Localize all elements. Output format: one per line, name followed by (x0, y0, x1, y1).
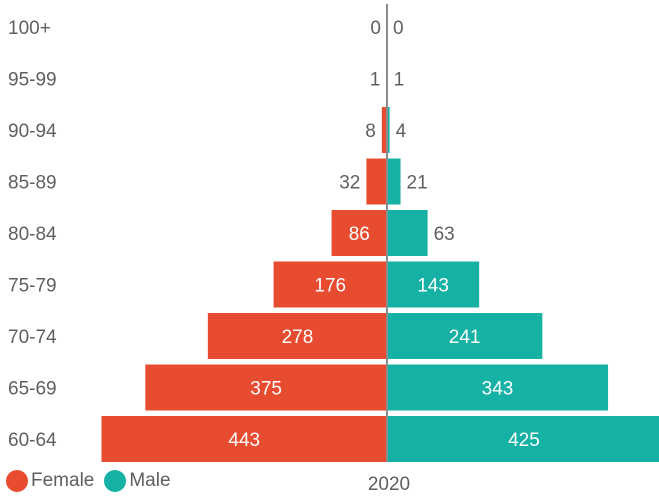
female-value-label: 32 (339, 173, 360, 194)
female-bar[interactable] (207, 313, 387, 359)
female-bar[interactable] (101, 416, 387, 462)
male-bar[interactable] (387, 416, 659, 462)
female-bar[interactable] (145, 364, 387, 411)
age-group-label: 100+ (8, 18, 51, 39)
value-labels: 0 0 1 1 8 4 32 21 86 63 176 143 278 241 375 343 443 425 (228, 18, 539, 451)
male-value-label: 63 (434, 224, 455, 245)
male-value-label: 0 (393, 18, 404, 39)
age-group-label: 70-74 (8, 327, 57, 348)
female-bar[interactable] (273, 261, 387, 308)
male-value-label: 425 (508, 430, 540, 451)
female-value-label: 8 (365, 121, 376, 142)
male-value-label: 241 (449, 327, 481, 348)
female-bar[interactable] (331, 210, 387, 256)
male-bar[interactable] (387, 364, 609, 411)
legend-label-female: Female (31, 470, 95, 491)
male-value-label: 21 (407, 173, 428, 194)
age-group-label: 95-99 (8, 70, 57, 91)
female-value-label: 0 (370, 18, 381, 39)
age-group-label: 65-69 (8, 379, 57, 400)
female-value-label: 278 (282, 327, 314, 348)
male-value-label: 4 (396, 121, 407, 142)
male-bar[interactable] (387, 261, 480, 308)
female-value-label: 375 (250, 379, 282, 400)
male-value-label: 1 (394, 70, 405, 91)
female-swatch-icon (6, 470, 28, 492)
male-bar[interactable] (387, 210, 428, 256)
female-value-label: 443 (228, 430, 260, 451)
legend-item-male[interactable]: Male (104, 470, 171, 492)
legend-label-male: Male (129, 470, 171, 491)
male-swatch-icon (104, 470, 127, 492)
age-group-label: 75-79 (8, 276, 57, 297)
age-group-label: 90-94 (8, 121, 57, 142)
age-group-labels: 100+ 95-99 90-94 85-89 80-84 75-79 70-74 65-69 6… (8, 18, 57, 451)
female-value-label: 1 (370, 70, 381, 91)
female-bar[interactable] (366, 158, 387, 205)
year-label: 2020 (368, 474, 410, 495)
female-value-label: 86 (349, 224, 370, 245)
legend: Female Male (6, 470, 181, 492)
male-bar[interactable] (387, 313, 543, 359)
female-bar[interactable] (381, 107, 387, 153)
male-value-label: 343 (482, 379, 514, 400)
age-group-label: 60-64 (8, 430, 57, 451)
bars (101, 55, 659, 462)
age-group-label: 85-89 (8, 173, 57, 194)
age-group-label: 80-84 (8, 224, 57, 245)
male-value-label: 143 (417, 276, 449, 297)
male-bar[interactable] (387, 107, 390, 153)
male-bar[interactable] (387, 158, 401, 205)
female-value-label: 176 (314, 276, 346, 297)
legend-item-female[interactable]: Female (6, 470, 94, 492)
